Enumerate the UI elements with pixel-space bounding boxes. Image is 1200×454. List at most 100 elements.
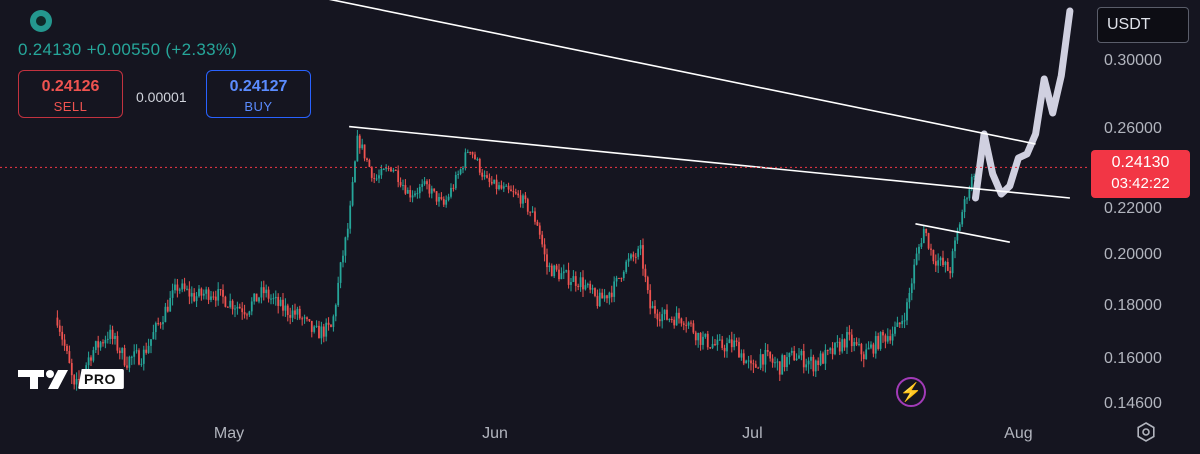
- candle-body: [183, 283, 186, 289]
- candle-body: [793, 350, 796, 361]
- candle-body: [889, 336, 892, 341]
- candle-body: [229, 300, 232, 308]
- candles: [56, 129, 976, 391]
- price-axis-tick: 0.22000: [1104, 200, 1162, 217]
- candle-body: [61, 331, 64, 340]
- candle-body: [94, 341, 97, 351]
- candle-body: [750, 360, 752, 364]
- candle-body: [92, 350, 95, 361]
- candle-body: [531, 211, 534, 213]
- candle-body: [322, 326, 325, 337]
- candle-body: [392, 169, 395, 172]
- candle-body: [716, 339, 719, 346]
- candle-body: [694, 332, 697, 341]
- candle-body: [543, 244, 546, 255]
- candle-body: [560, 273, 563, 280]
- candle-body: [879, 332, 882, 349]
- candle-body: [286, 305, 289, 316]
- candle-body: [334, 305, 337, 317]
- candle-body: [97, 341, 100, 348]
- tradingview-logo-icon: [18, 370, 68, 389]
- candle-body: [582, 277, 584, 290]
- sell-button[interactable]: 0.24126 SELL: [18, 70, 123, 118]
- candle-body: [886, 336, 889, 342]
- candle-body: [718, 339, 721, 341]
- candle-body: [442, 199, 445, 205]
- candle-body: [846, 332, 848, 348]
- candle-body: [368, 159, 371, 167]
- candle-body: [169, 297, 172, 312]
- candle-body: [675, 312, 678, 326]
- settings-icon[interactable]: [1136, 422, 1156, 442]
- candle-body: [234, 308, 236, 310]
- currency-selector[interactable]: USDT: [1097, 7, 1189, 43]
- buy-button[interactable]: 0.24127 BUY: [206, 70, 311, 118]
- candle-body: [344, 237, 347, 256]
- candle-body: [687, 322, 690, 326]
- candle-body: [786, 357, 788, 368]
- candle-body: [973, 176, 976, 178]
- time-axis-tick: Aug: [1004, 425, 1033, 442]
- candle-body: [742, 353, 745, 364]
- candle-body: [934, 261, 937, 266]
- candle-body: [711, 344, 714, 348]
- candle-body: [961, 212, 964, 225]
- candle-body: [570, 282, 572, 285]
- candle-body: [858, 344, 860, 346]
- candle-body: [174, 284, 176, 291]
- candle-body: [814, 360, 817, 372]
- price-axis-tick: 0.18000: [1104, 297, 1162, 314]
- candle-body: [385, 168, 388, 170]
- candle-body: [970, 176, 973, 190]
- candle-body: [500, 185, 503, 189]
- candle-body: [219, 289, 222, 291]
- candle-body: [762, 354, 764, 365]
- candle-body: [550, 265, 553, 277]
- candle-body: [469, 151, 472, 153]
- candle-body: [735, 340, 738, 342]
- candle-body: [538, 225, 541, 235]
- candle-body: [800, 351, 803, 356]
- candle-body: [574, 276, 577, 286]
- candle-body: [488, 177, 491, 182]
- buy-label: BUY: [244, 99, 273, 114]
- candle-body: [277, 296, 280, 306]
- lightning-icon[interactable]: ⚡: [896, 377, 926, 407]
- candle-body: [507, 185, 510, 190]
- candle-body: [231, 300, 234, 310]
- candle-body: [358, 135, 361, 149]
- price-axis-tick: 0.20000: [1104, 246, 1162, 263]
- candle-body: [860, 344, 863, 355]
- candle-body: [346, 228, 349, 238]
- candle-body: [390, 168, 392, 172]
- candle-body: [843, 339, 846, 348]
- candle-body: [171, 290, 174, 298]
- candle-body: [817, 360, 820, 365]
- candle-body: [634, 256, 637, 258]
- candle-body: [200, 288, 203, 296]
- candle-body: [178, 289, 181, 291]
- candle-body: [524, 195, 527, 200]
- candle-body: [404, 185, 407, 194]
- candle-body: [519, 195, 522, 204]
- candle-body: [457, 174, 460, 176]
- candle-body: [632, 254, 635, 257]
- candle-body: [190, 293, 193, 297]
- candle-body: [769, 351, 772, 359]
- trendline: [349, 125, 1070, 199]
- candle-body: [658, 319, 661, 322]
- candle-body: [289, 315, 292, 318]
- candle-body: [313, 326, 316, 332]
- candle-body: [452, 187, 455, 189]
- candle-body: [776, 361, 779, 363]
- candle-body: [130, 356, 133, 358]
- candle-body: [270, 298, 272, 300]
- candle-body: [70, 362, 73, 376]
- candle-body: [315, 325, 318, 327]
- candle-body: [656, 313, 659, 320]
- candle-body: [663, 309, 666, 315]
- candle-body: [927, 233, 930, 249]
- candle-body: [932, 249, 935, 262]
- candle-body: [930, 248, 932, 250]
